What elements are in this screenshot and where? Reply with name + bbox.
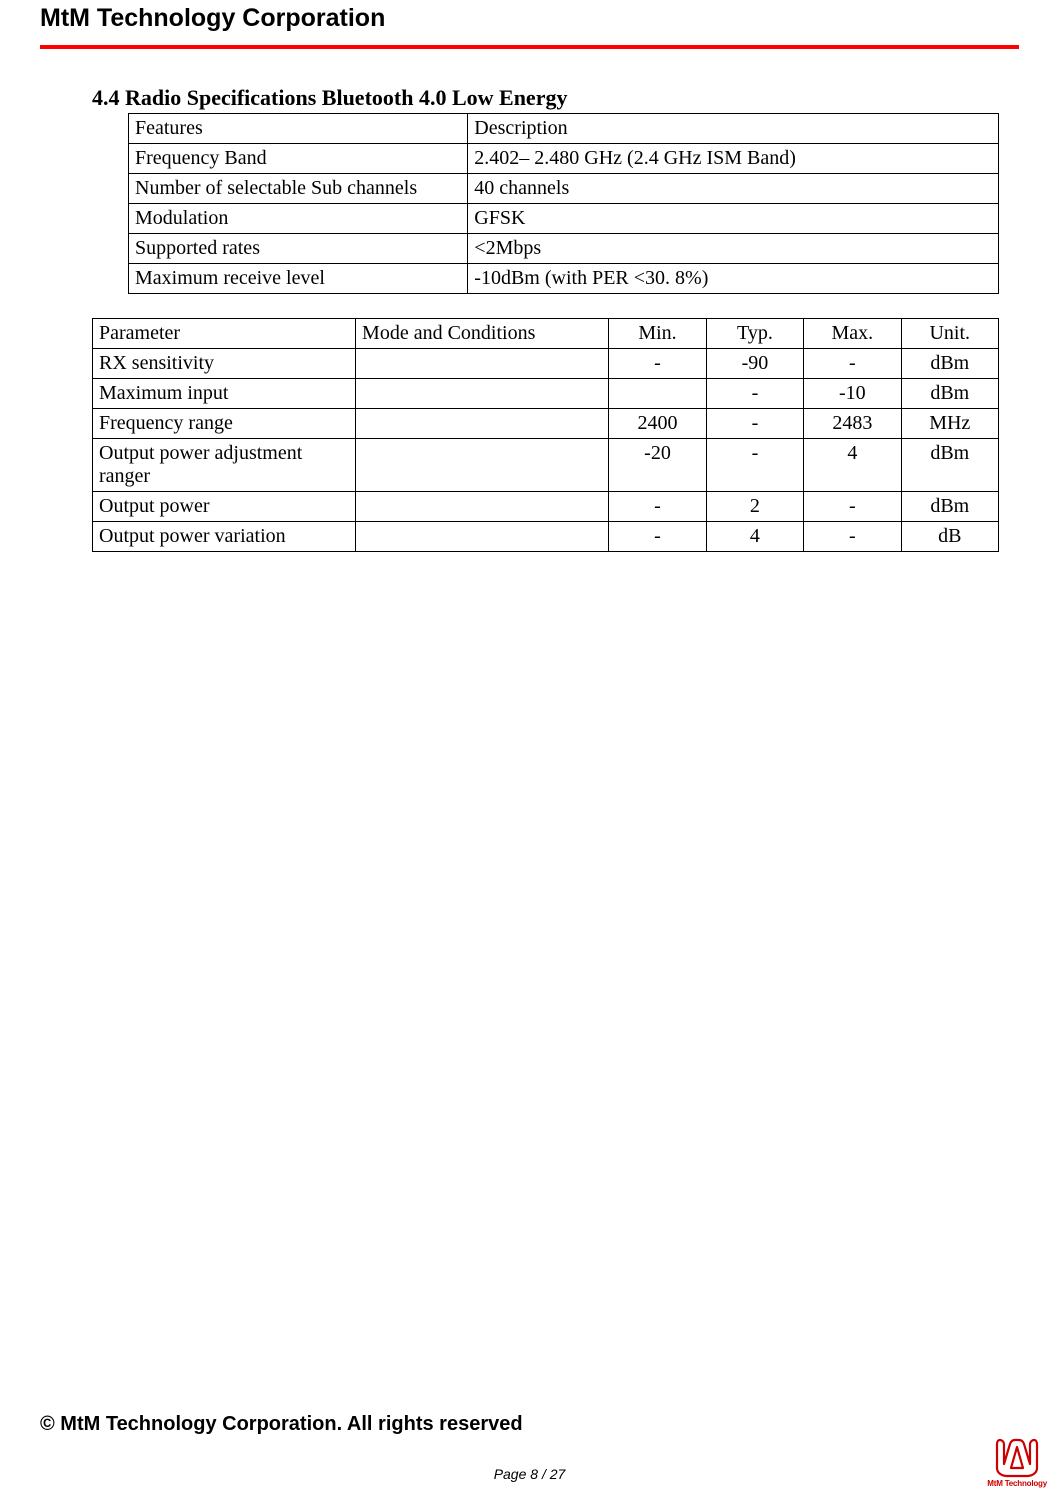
table-cell: - bbox=[804, 349, 901, 379]
table-header-cell: Max. bbox=[804, 319, 901, 349]
table-cell: Number of selectable Sub channels bbox=[129, 174, 468, 204]
table-cell: Output power bbox=[93, 492, 356, 522]
table-cell: - bbox=[706, 439, 803, 492]
table-cell: - bbox=[609, 522, 706, 552]
page-header-title: MtM Technology Corporation bbox=[40, 0, 1019, 45]
table-cell: dB bbox=[901, 522, 998, 552]
table-cell: dBm bbox=[901, 439, 998, 492]
table-cell: Frequency range bbox=[93, 409, 356, 439]
copyright-footer: © MtM Technology Corporation. All rights… bbox=[40, 1413, 523, 1436]
table-header-cell: Mode and Conditions bbox=[356, 319, 609, 349]
section-title: 4.4 Radio Specifications Bluetooth 4.0 L… bbox=[92, 85, 999, 111]
table-cell: Output power variation bbox=[93, 522, 356, 552]
table-cell: -20 bbox=[609, 439, 706, 492]
table-header-cell: Description bbox=[468, 114, 999, 144]
table-cell: - bbox=[609, 349, 706, 379]
company-logo: MtM Technology bbox=[987, 1432, 1047, 1488]
table-row: RX sensitivity--90-dBm bbox=[93, 349, 999, 379]
table-cell bbox=[356, 349, 609, 379]
table-row: Maximum input --10dBm bbox=[93, 379, 999, 409]
table-cell: dBm bbox=[901, 349, 998, 379]
table-cell: <2Mbps bbox=[468, 234, 999, 264]
logo-m-icon bbox=[994, 1432, 1040, 1478]
table-row: Number of selectable Sub channels40 chan… bbox=[129, 174, 999, 204]
table-cell: dBm bbox=[901, 379, 998, 409]
table-cell: 2 bbox=[706, 492, 803, 522]
table-cell: 4 bbox=[706, 522, 803, 552]
table-cell: Supported rates bbox=[129, 234, 468, 264]
table-header-cell: Min. bbox=[609, 319, 706, 349]
table-cell: MHz bbox=[901, 409, 998, 439]
table-cell: - bbox=[804, 522, 901, 552]
table-cell: Maximum receive level bbox=[129, 264, 468, 294]
features-table: FeaturesDescriptionFrequency Band2.402– … bbox=[128, 113, 999, 294]
features-table-container: FeaturesDescriptionFrequency Band2.402– … bbox=[128, 113, 999, 294]
parameters-table: ParameterMode and ConditionsMin.Typ.Max.… bbox=[92, 318, 999, 552]
parameters-table-container: ParameterMode and ConditionsMin.Typ.Max.… bbox=[92, 318, 999, 552]
table-cell bbox=[356, 492, 609, 522]
main-content: 4.4 Radio Specifications Bluetooth 4.0 L… bbox=[40, 49, 1019, 552]
page-number: Page 8 / 27 bbox=[0, 1466, 1059, 1482]
table-cell: - bbox=[609, 492, 706, 522]
table-row: Output power variation-4-dB bbox=[93, 522, 999, 552]
table-cell: Output power adjustment ranger bbox=[93, 439, 356, 492]
table-cell bbox=[356, 522, 609, 552]
table-row: Supported rates<2Mbps bbox=[129, 234, 999, 264]
table-header-cell: Parameter bbox=[93, 319, 356, 349]
table-cell: Modulation bbox=[129, 204, 468, 234]
table-cell bbox=[609, 379, 706, 409]
table-cell: 2.402– 2.480 GHz (2.4 GHz ISM Band) bbox=[468, 144, 999, 174]
table-row: Maximum receive level-10dBm (with PER <3… bbox=[129, 264, 999, 294]
table-cell bbox=[356, 379, 609, 409]
table-row: ParameterMode and ConditionsMin.Typ.Max.… bbox=[93, 319, 999, 349]
table-cell: 2400 bbox=[609, 409, 706, 439]
table-header-cell: Typ. bbox=[706, 319, 803, 349]
table-row: FeaturesDescription bbox=[129, 114, 999, 144]
table-row: ModulationGFSK bbox=[129, 204, 999, 234]
table-cell bbox=[356, 439, 609, 492]
table-cell: Maximum input bbox=[93, 379, 356, 409]
table-cell: - bbox=[804, 492, 901, 522]
table-cell: RX sensitivity bbox=[93, 349, 356, 379]
table-cell: 40 channels bbox=[468, 174, 999, 204]
logo-text: MtM Technology bbox=[987, 1479, 1047, 1488]
table-row: Output power adjustment ranger -20-4dBm bbox=[93, 439, 999, 492]
table-cell: 2483 bbox=[804, 409, 901, 439]
table-row: Output power-2-dBm bbox=[93, 492, 999, 522]
table-header-cell: Unit. bbox=[901, 319, 998, 349]
table-cell: GFSK bbox=[468, 204, 999, 234]
table-cell: - bbox=[706, 379, 803, 409]
table-cell: 4 bbox=[804, 439, 901, 492]
table-cell: -90 bbox=[706, 349, 803, 379]
table-cell: - bbox=[706, 409, 803, 439]
table-cell: -10dBm (with PER <30. 8%) bbox=[468, 264, 999, 294]
table-cell bbox=[356, 409, 609, 439]
table-row: Frequency range 2400-2483MHz bbox=[93, 409, 999, 439]
table-cell: -10 bbox=[804, 379, 901, 409]
table-cell: dBm bbox=[901, 492, 998, 522]
table-cell: Frequency Band bbox=[129, 144, 468, 174]
table-header-cell: Features bbox=[129, 114, 468, 144]
table-row: Frequency Band2.402– 2.480 GHz (2.4 GHz … bbox=[129, 144, 999, 174]
